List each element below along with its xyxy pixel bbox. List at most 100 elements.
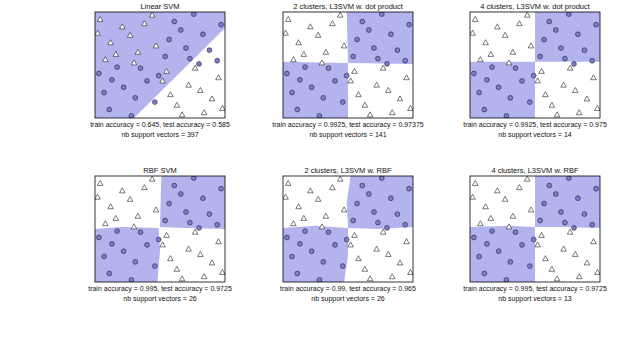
plot-bg [470, 176, 600, 282]
triangle-point [408, 105, 413, 110]
circle-point [107, 271, 112, 276]
triangle-point [543, 256, 549, 261]
triangle-point [573, 251, 579, 256]
triangle-point [149, 176, 155, 181]
circle-point [572, 226, 577, 231]
triangle-point [356, 256, 362, 261]
circle-point [133, 259, 138, 264]
triangle-point [517, 21, 523, 26]
circle-point [298, 77, 303, 82]
circle-point [219, 186, 224, 191]
circle-point [385, 226, 390, 231]
triangle-point [296, 204, 302, 209]
triangle-point [584, 96, 590, 101]
triangle-point [576, 110, 582, 115]
circle-point [298, 241, 303, 246]
triangle-point [404, 75, 410, 80]
circle-point [385, 62, 390, 67]
circle-point [395, 48, 400, 53]
decision-region [535, 12, 600, 62]
circle-point [215, 222, 220, 227]
triangle-point [149, 12, 155, 17]
circle-point [496, 85, 501, 90]
circle-point [594, 22, 599, 27]
triangle-point [97, 16, 103, 21]
circle-point [156, 237, 161, 242]
triangle-point [408, 269, 413, 274]
triangle-point [397, 96, 403, 101]
circle-point [590, 58, 595, 63]
circle-point [321, 259, 326, 264]
panel: 4 clusters, L3SVM w. dot producttrain ac… [463, 2, 607, 139]
decision-region [535, 176, 600, 228]
triangle-point [517, 185, 523, 190]
title: 4 clusters, L3SVM w. RBF [491, 166, 579, 175]
circle-point [97, 235, 102, 240]
annotation: nb support vectors = 26 [311, 295, 384, 303]
circle-point [97, 71, 102, 76]
plot-bg [95, 176, 225, 282]
circle-point [482, 107, 487, 112]
triangle-point [524, 176, 530, 181]
triangle-point [341, 207, 347, 212]
circle-point [490, 65, 495, 70]
triangle-point [576, 274, 582, 279]
circle-point [207, 212, 212, 217]
annotation: train accuracy = 0.995, test accuracy = … [88, 285, 232, 293]
circle-point [344, 73, 349, 78]
decision-region [283, 226, 348, 282]
triangle-point [488, 215, 494, 220]
circle-point [102, 254, 107, 259]
circle-point [333, 79, 338, 84]
circle-point [207, 48, 212, 53]
circle-point [504, 277, 509, 282]
plot-area [283, 12, 413, 118]
circle-point [285, 235, 290, 240]
triangle-point [472, 180, 478, 185]
circle-point [553, 28, 558, 33]
triangle-point [209, 260, 215, 265]
circle-point [472, 71, 477, 76]
circle-point [309, 249, 314, 254]
circle-point [184, 210, 189, 215]
triangle-point [179, 276, 185, 281]
circle-point [295, 107, 300, 112]
circle-point [472, 235, 477, 240]
triangle-point [95, 30, 100, 35]
triangle-point [386, 87, 392, 92]
triangle-point [478, 57, 484, 62]
circle-point [482, 271, 487, 276]
triangle-point [561, 82, 567, 87]
circle-point [485, 77, 490, 82]
triangle-point [308, 188, 314, 193]
circle-point [403, 58, 408, 63]
circle-point [115, 229, 120, 234]
triangle-point [120, 188, 126, 193]
circle-point [542, 37, 547, 42]
title: 4 clusters, L3SVM w. dot product [480, 2, 591, 11]
circle-point [477, 90, 482, 95]
decision-region [470, 226, 535, 282]
triangle-point [291, 57, 297, 62]
triangle-point [198, 251, 204, 256]
decision-region [283, 62, 348, 118]
triangle-point [301, 51, 307, 56]
circle-point [121, 249, 126, 254]
circle-point [163, 218, 168, 223]
triangle-point [472, 16, 478, 21]
circle-point [531, 237, 536, 242]
circle-point [163, 54, 168, 59]
annotation: train accuracy = 0.645, test accuracy = … [90, 121, 230, 129]
triangle-point [153, 207, 159, 212]
triangle-point [95, 194, 100, 199]
circle-point [303, 229, 308, 234]
triangle-point [495, 188, 501, 193]
plot-area [470, 176, 600, 282]
triangle-point [97, 180, 103, 185]
triangle-point [113, 51, 119, 56]
circle-point [138, 230, 143, 235]
title: Linear SVM [140, 2, 179, 11]
triangle-point [595, 269, 600, 274]
circle-point [360, 19, 365, 24]
circle-point [527, 264, 532, 269]
